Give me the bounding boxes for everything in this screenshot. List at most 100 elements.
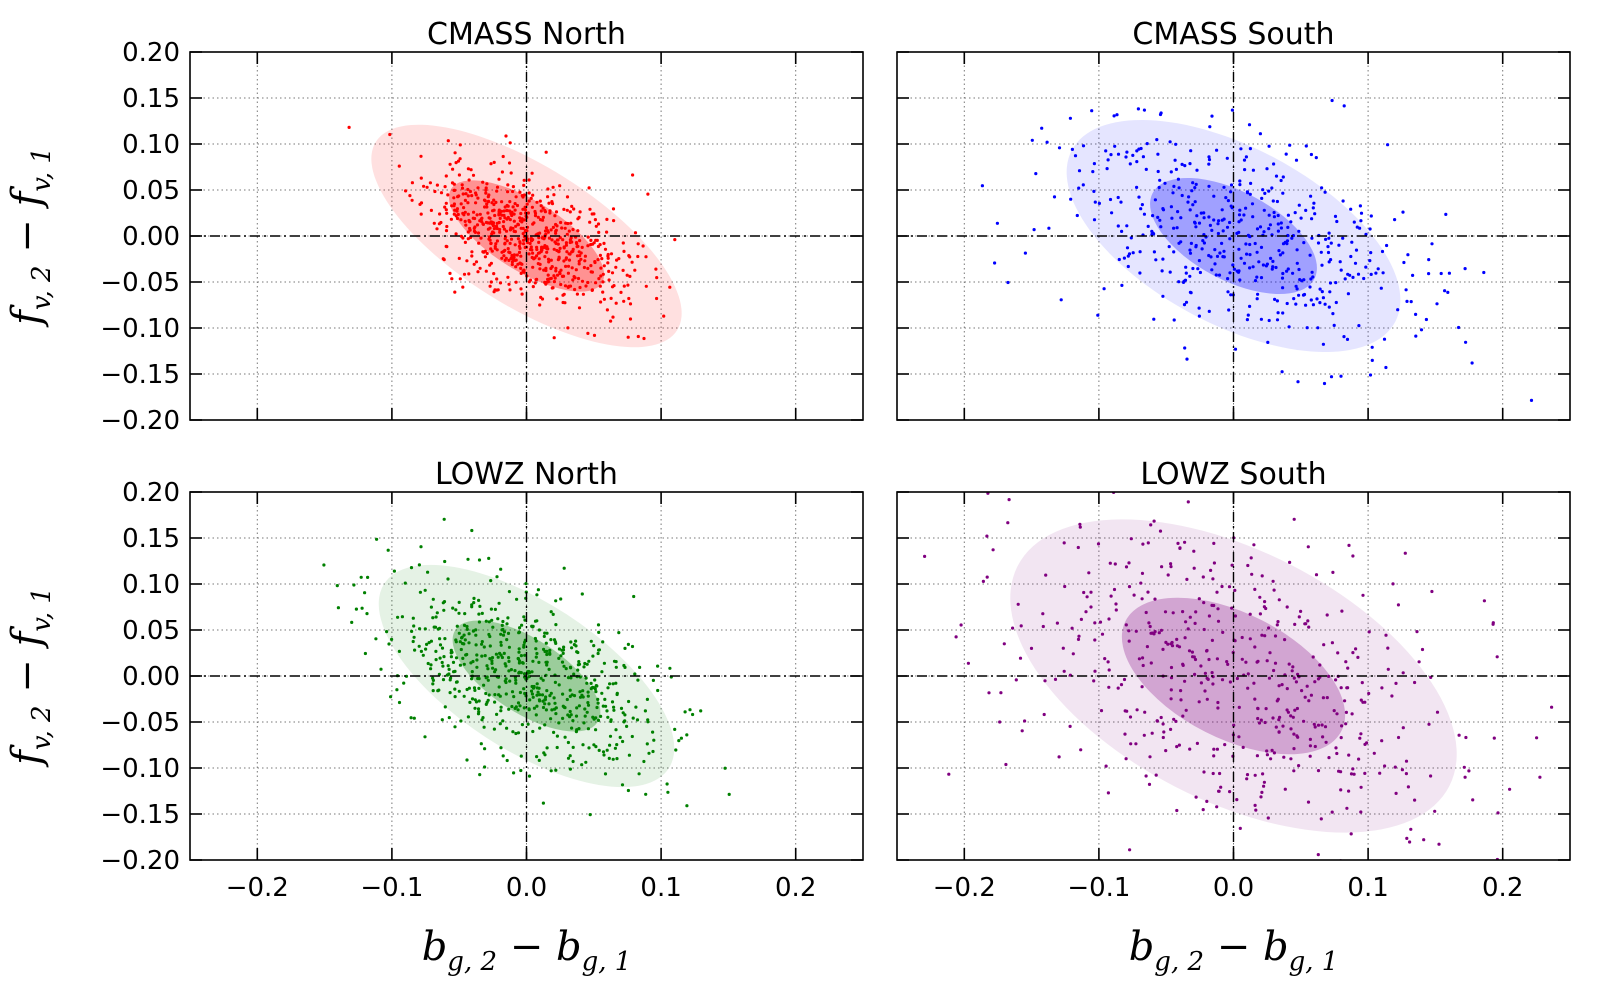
data-point <box>1396 308 1400 312</box>
data-point <box>563 284 568 288</box>
data-point <box>601 272 605 276</box>
data-point <box>466 715 470 719</box>
data-point <box>1079 748 1083 752</box>
data-point <box>1297 764 1301 768</box>
data-point <box>1019 624 1023 628</box>
data-point <box>554 712 558 716</box>
data-point <box>608 734 613 738</box>
data-point <box>605 709 609 713</box>
data-point <box>477 558 482 562</box>
data-point <box>567 258 572 262</box>
data-point <box>1193 200 1197 204</box>
data-point <box>1045 140 1049 144</box>
data-point <box>1289 220 1293 224</box>
data-point <box>575 706 579 710</box>
data-point <box>1063 584 1067 589</box>
data-point <box>1191 203 1195 207</box>
data-point <box>516 731 521 735</box>
data-point <box>1210 228 1214 232</box>
data-point <box>463 638 467 642</box>
data-point <box>465 652 469 657</box>
data-point <box>1061 646 1065 650</box>
data-point <box>478 266 482 270</box>
data-point <box>502 651 506 656</box>
data-point <box>490 656 495 660</box>
data-point <box>1125 224 1129 228</box>
data-point <box>1145 645 1149 649</box>
data-point <box>1172 250 1176 254</box>
data-point <box>577 306 582 310</box>
data-point <box>543 723 547 727</box>
data-point <box>582 721 586 725</box>
data-point <box>479 236 483 240</box>
data-point <box>1253 587 1257 592</box>
data-point <box>1276 311 1280 315</box>
data-point <box>476 270 480 274</box>
data-point <box>522 242 526 246</box>
data-point <box>1228 271 1232 275</box>
data-point <box>1349 207 1353 211</box>
data-point <box>578 285 582 290</box>
data-point <box>492 231 496 235</box>
data-point <box>498 722 502 726</box>
data-point <box>476 196 480 200</box>
data-point <box>1205 649 1209 653</box>
data-point <box>555 297 559 301</box>
data-point <box>535 693 539 697</box>
data-point <box>635 718 640 722</box>
data-point <box>1157 631 1161 635</box>
data-point <box>374 637 378 641</box>
data-point <box>1275 299 1279 303</box>
data-point <box>570 266 574 270</box>
data-point <box>1161 647 1165 652</box>
data-point <box>612 284 616 288</box>
data-point <box>493 700 497 704</box>
data-point <box>531 624 535 629</box>
data-point <box>1245 318 1249 322</box>
data-point <box>522 193 527 197</box>
y-tick-label: 0.00 <box>122 222 180 252</box>
data-point <box>531 695 535 699</box>
data-point <box>621 739 625 744</box>
data-point <box>1351 651 1355 655</box>
data-point <box>379 667 383 671</box>
data-point <box>437 222 441 226</box>
data-point <box>493 288 497 292</box>
data-point <box>449 655 453 659</box>
data-point <box>554 266 558 270</box>
data-point <box>610 271 615 275</box>
data-point <box>1349 254 1353 259</box>
y-axis-label: fv, 2 − fv, 1 <box>4 587 57 768</box>
data-point <box>1201 575 1205 579</box>
data-point <box>446 673 450 677</box>
data-point <box>497 601 501 605</box>
data-point <box>1385 243 1389 248</box>
data-point <box>1285 301 1289 306</box>
data-point <box>673 238 677 242</box>
data-point <box>612 708 616 712</box>
data-point <box>1070 147 1074 151</box>
data-point <box>1177 280 1181 284</box>
data-point <box>497 208 501 212</box>
data-point <box>1096 542 1101 546</box>
data-point <box>541 705 546 710</box>
data-point <box>1276 229 1280 233</box>
data-point <box>1272 751 1276 755</box>
data-point <box>609 319 613 323</box>
data-point <box>1222 249 1226 253</box>
data-point <box>459 719 463 723</box>
data-point <box>558 246 562 250</box>
data-point <box>1228 680 1232 684</box>
data-point <box>1109 594 1113 598</box>
data-point <box>1248 242 1252 247</box>
data-point <box>1057 755 1061 759</box>
data-point <box>644 792 648 796</box>
data-point <box>360 606 364 610</box>
data-point <box>1258 595 1262 599</box>
data-point <box>455 216 460 221</box>
data-point <box>1318 301 1322 305</box>
data-point <box>510 690 515 694</box>
data-point <box>1372 751 1376 755</box>
data-point <box>1125 150 1129 154</box>
data-point <box>620 783 625 787</box>
